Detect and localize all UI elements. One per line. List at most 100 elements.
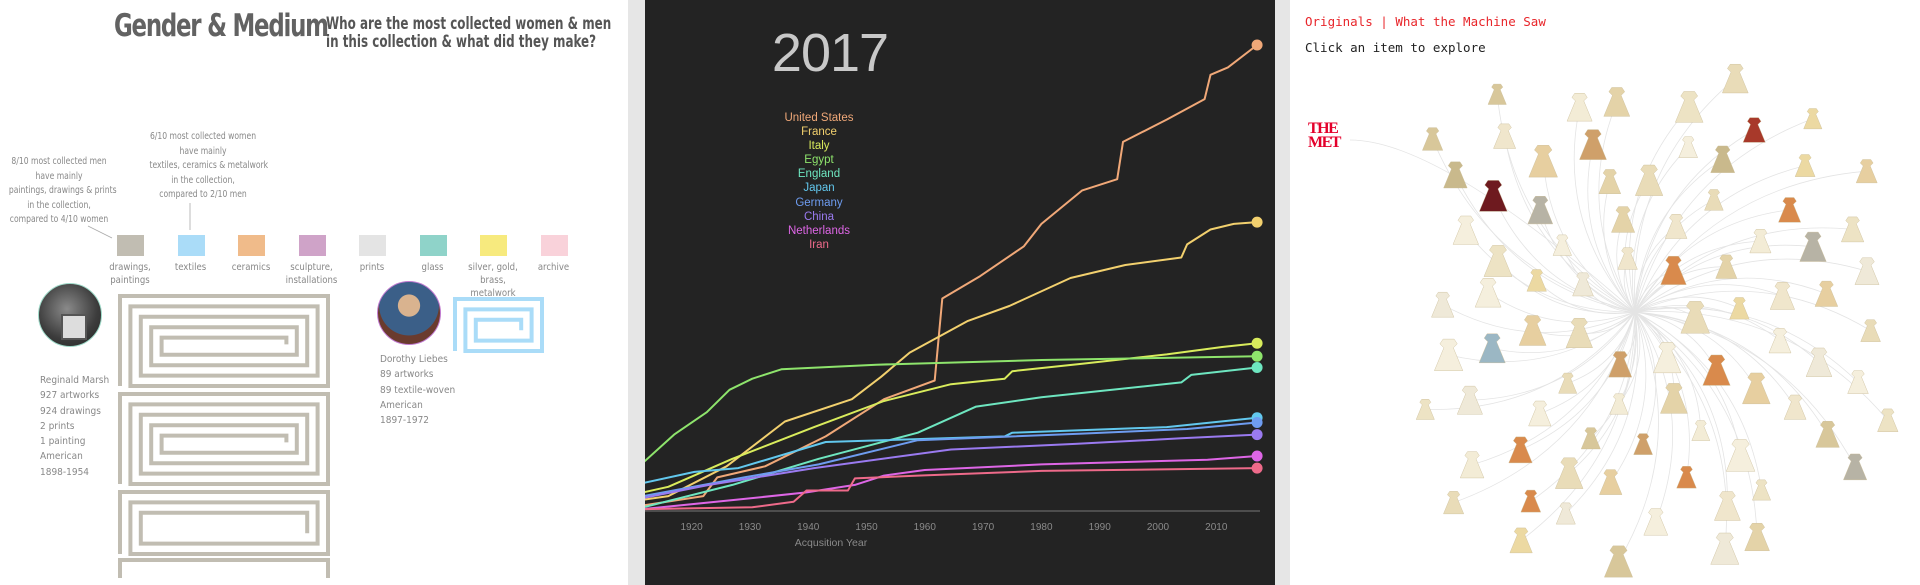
dress-item[interactable] <box>1664 214 1688 239</box>
legend-item[interactable]: Netherlands <box>787 224 850 237</box>
dress-item[interactable] <box>1710 532 1740 565</box>
originals-link[interactable]: Originals <box>1305 14 1373 29</box>
dress-item[interactable] <box>1722 64 1749 94</box>
dress-item[interactable] <box>1603 87 1631 117</box>
dress-item[interactable] <box>1710 145 1735 173</box>
series-end-marker[interactable] <box>1251 216 1263 228</box>
dress-item[interactable] <box>1725 439 1756 472</box>
dress-item[interactable] <box>1474 278 1502 308</box>
dress-item[interactable] <box>1702 354 1731 386</box>
dress-item[interactable] <box>1487 83 1507 105</box>
dress-item[interactable] <box>1635 164 1664 196</box>
dress-item[interactable] <box>1847 370 1869 394</box>
dress-item[interactable] <box>1456 385 1483 415</box>
medium-swatch[interactable] <box>117 235 144 256</box>
dress-item[interactable] <box>1660 256 1687 285</box>
series-line-france[interactable] <box>645 221 1258 501</box>
medium-swatch[interactable] <box>540 235 568 256</box>
legend-item[interactable]: China <box>803 210 835 223</box>
dress-item[interactable] <box>1742 117 1766 143</box>
dress-item[interactable] <box>1783 394 1807 420</box>
dress-item[interactable] <box>1599 469 1623 495</box>
medium-swatch[interactable] <box>177 235 205 256</box>
series-line-italy[interactable] <box>645 342 1258 494</box>
dress-item[interactable] <box>1729 297 1750 320</box>
dress-item[interactable] <box>1415 399 1435 420</box>
dress-item[interactable] <box>1749 229 1772 254</box>
dress-item[interactable] <box>1860 319 1881 342</box>
dress-item[interactable] <box>1814 280 1839 307</box>
dress-item[interactable] <box>1674 91 1704 123</box>
dress-item[interactable] <box>1552 234 1572 256</box>
series-line-united-states[interactable] <box>645 44 1258 507</box>
dress-item[interactable] <box>1799 231 1827 262</box>
dress-item[interactable] <box>1555 457 1584 489</box>
dress-item[interactable] <box>1680 301 1710 334</box>
series-end-marker[interactable] <box>1251 450 1263 462</box>
medium-swatch[interactable] <box>238 235 265 256</box>
series-end-marker[interactable] <box>1251 350 1263 362</box>
series-end-marker[interactable] <box>1251 361 1263 373</box>
series-line-netherlands[interactable] <box>645 455 1258 510</box>
dress-item[interactable] <box>1526 269 1547 292</box>
legend-item[interactable]: France <box>801 126 837 139</box>
dress-item[interactable] <box>1691 420 1711 441</box>
legend-item[interactable]: Italy <box>808 140 830 153</box>
dress-item[interactable] <box>1803 108 1823 130</box>
dress-item[interactable] <box>1660 383 1688 414</box>
dress-item[interactable] <box>1778 197 1802 223</box>
reginald-marsh-avatar[interactable] <box>38 283 102 347</box>
met-logo[interactable]: THE MET <box>1308 120 1341 151</box>
dress-item[interactable] <box>1854 257 1880 285</box>
legend-item[interactable]: Egypt <box>804 154 834 167</box>
series-line-germany[interactable] <box>645 421 1258 497</box>
dress-item[interactable] <box>1555 502 1576 525</box>
medium-swatch[interactable] <box>480 235 507 256</box>
dress-item[interactable] <box>1431 292 1455 318</box>
dress-item[interactable] <box>1769 282 1795 310</box>
dress-item[interactable] <box>1609 393 1629 415</box>
dorothy-liebes-avatar[interactable] <box>377 281 441 345</box>
dress-item[interactable] <box>1520 489 1542 513</box>
dress-item[interactable] <box>1493 123 1516 149</box>
dress-item[interactable] <box>1509 527 1533 554</box>
machine-saw-link[interactable]: What the Machine Saw <box>1395 14 1546 29</box>
dress-item[interactable] <box>1643 508 1669 536</box>
dress-item[interactable] <box>1611 206 1636 233</box>
dress-item[interactable] <box>1704 189 1724 211</box>
series-end-marker[interactable] <box>1251 337 1263 349</box>
dress-item[interactable] <box>1443 491 1465 515</box>
dress-item[interactable] <box>1572 272 1594 297</box>
medium-swatch[interactable] <box>359 235 386 256</box>
dress-item[interactable] <box>1714 491 1741 521</box>
dress-item[interactable] <box>1598 169 1622 194</box>
medium-swatch[interactable] <box>298 235 326 256</box>
dress-item[interactable] <box>1518 315 1547 346</box>
legend-item[interactable]: Japan <box>803 182 835 195</box>
dress-item[interactable] <box>1422 127 1444 151</box>
series-end-marker[interactable] <box>1251 39 1263 51</box>
dress-item[interactable] <box>1841 216 1865 243</box>
dress-item[interactable] <box>1617 247 1638 270</box>
dress-item[interactable] <box>1877 408 1899 432</box>
dress-item[interactable] <box>1566 93 1593 122</box>
dress-item[interactable] <box>1508 436 1533 464</box>
dress-item[interactable] <box>1434 338 1464 371</box>
legend-item[interactable]: England <box>797 168 841 181</box>
dress-item[interactable] <box>1752 479 1771 501</box>
dress-item[interactable] <box>1715 254 1738 279</box>
dress-item[interactable] <box>1528 145 1558 178</box>
series-line-china[interactable] <box>645 433 1258 499</box>
dress-item[interactable] <box>1744 523 1770 551</box>
legend-item[interactable]: Germany <box>795 196 843 209</box>
dress-item[interactable] <box>1676 466 1697 489</box>
dress-item[interactable] <box>1794 154 1816 177</box>
dress-item[interactable] <box>1452 215 1479 245</box>
series-line-iran[interactable] <box>645 467 1258 511</box>
series-end-marker[interactable] <box>1251 429 1263 441</box>
dress-item[interactable] <box>1483 245 1513 277</box>
dress-item[interactable] <box>1478 333 1506 364</box>
series-end-marker[interactable] <box>1251 416 1263 428</box>
medium-swatch[interactable] <box>419 235 447 256</box>
dress-item[interactable] <box>1608 351 1633 378</box>
